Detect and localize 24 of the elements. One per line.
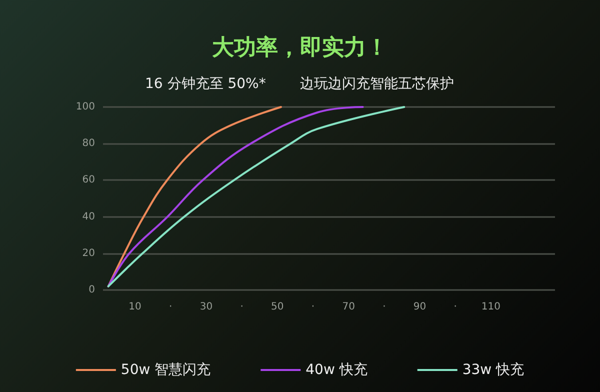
text: 边玩边闪充智能五芯保护 (300, 76, 454, 92)
x-tick-label: 30 (200, 302, 213, 312)
legend-label: 33w 快充 (462, 362, 524, 378)
x-tick-label: 50 (271, 302, 284, 312)
x-tick-label: 90 (413, 302, 426, 312)
y-tick-label: 0 (88, 284, 95, 296)
y-tick-label: 40 (82, 211, 95, 222)
x-tick-label: 70 (342, 302, 355, 312)
y-tick-label: 20 (82, 248, 95, 259)
y-tick-label: 100 (76, 102, 95, 112)
x-tick-label: · (169, 302, 172, 312)
y-tick-label: 80 (82, 138, 95, 150)
x-tick-label: 110 (481, 302, 500, 312)
x-tick-label: · (240, 302, 244, 312)
legend-label: 50w 智慧闪充 (120, 362, 211, 378)
x-tick-label: · (454, 302, 457, 312)
x-tick-label: · (382, 302, 386, 312)
chart-subtitle: 16 分钟充至 50%* (145, 76, 266, 92)
x-tick-label: 10 (128, 302, 142, 312)
chart-title: 大功率，即实力！ (212, 34, 388, 60)
y-tick-label: 60 (82, 174, 95, 186)
x-tick-label: · (311, 302, 315, 312)
line-series (107, 106, 282, 288)
legend-label: 40w 快充 (306, 362, 368, 378)
